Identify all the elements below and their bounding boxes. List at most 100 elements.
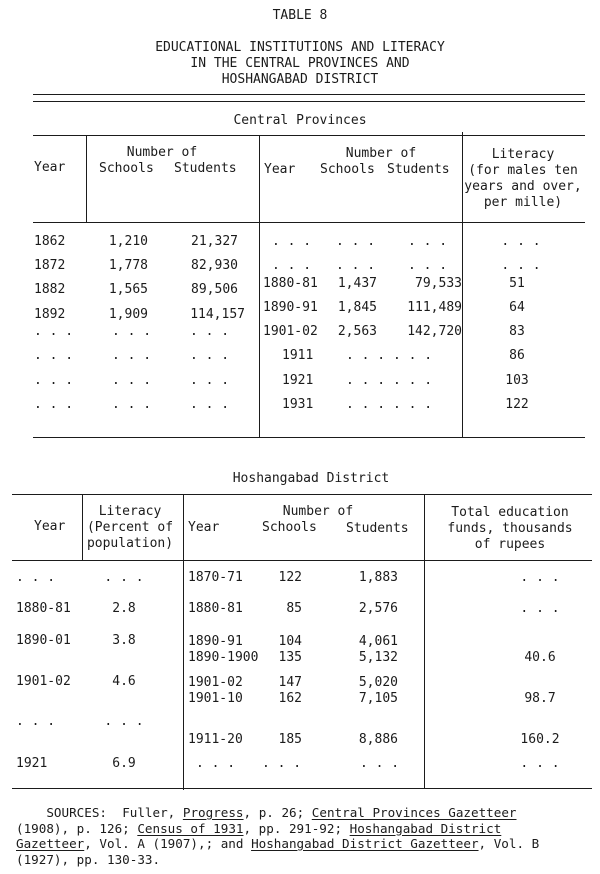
cp-col-divider-1 (86, 135, 87, 222)
cp-literacy: 83 (509, 324, 525, 339)
cp-header-literacy-1: Literacy (491, 147, 555, 162)
hd-students: 5,020 (358, 675, 398, 690)
hd-year2: 1901-02 (188, 675, 243, 690)
cp-r-dots: . . . . . . (346, 373, 433, 388)
hd-literacy: . . . (104, 714, 144, 729)
cp-literacy: 51 (509, 276, 525, 291)
cp-header-number-of-left: Number of (126, 145, 198, 160)
cp-r-schools: . . . (336, 234, 376, 249)
hd-funds: 160.2 (520, 732, 560, 747)
hd-students: 7,105 (358, 691, 398, 706)
cp-header-year-left: Year (34, 160, 66, 175)
cp-l-students: . . . (190, 397, 230, 412)
hd-funds: . . . (520, 601, 560, 616)
cp-l-students: . . . (190, 324, 230, 339)
hd-year: 1890-01 (16, 633, 71, 648)
cp-l-students: 21,327 (191, 234, 238, 249)
cp-l-students: . . . (190, 348, 230, 363)
hd-header-students: Students (346, 521, 409, 536)
table-rule-top-2 (33, 101, 585, 102)
cp-l-schools: 1,565 (108, 282, 148, 297)
hd-year: 1880-81 (16, 601, 71, 616)
cp-header-rule (33, 135, 585, 136)
cp-r-students: 79,533 (415, 276, 462, 291)
cp-header-year-right: Year (264, 162, 296, 177)
table-title-line-3: HOSHANGABAD DISTRICT (221, 72, 379, 87)
sources-label: SOURCES: (46, 805, 108, 820)
citation-cp-gazetteer: Central Provinces Gazetteer (311, 805, 517, 820)
cp-r-year: 1901-02 (263, 324, 318, 339)
hd-header-funds-3: of rupees (474, 537, 546, 552)
sources-note: SOURCES: Fuller, Progress, p. 26; Centra… (16, 805, 540, 867)
citation-census-1931: Census of 1931 (137, 820, 244, 836)
cp-l-year: 1872 (34, 258, 66, 273)
cp-header-students-left: Students (174, 161, 237, 176)
table-title-line-2: IN THE CENTRAL PROVINCES AND (190, 56, 410, 71)
cp-r-year: 1921 (282, 373, 314, 388)
hd-year: . . . (16, 570, 56, 585)
cp-header-students-right: Students (387, 162, 450, 177)
cp-r-schools: 2,563 (337, 324, 377, 339)
hd-year2: 1880-81 (188, 601, 243, 616)
cp-r-dots: . . . . . . (346, 397, 433, 412)
cp-l-year: 1882 (34, 282, 66, 297)
cp-bottom-rule (33, 437, 585, 438)
cp-r-students: 142,720 (407, 324, 462, 339)
hd-year: . . . (16, 714, 56, 729)
hd-year2: 1890-1900 (188, 650, 259, 665)
cp-literacy: 103 (505, 373, 529, 388)
hd-header-literacy-1: Literacy (98, 504, 162, 519)
cp-header-number-of-right: Number of (345, 146, 417, 161)
hd-section-title: Hoshangabad District (232, 471, 390, 486)
cp-r-year: . . . (272, 258, 312, 273)
cp-l-year: . . . (34, 397, 74, 412)
hd-header-rule (12, 494, 592, 495)
hd-literacy: 4.6 (112, 674, 136, 689)
cp-literacy: . . . (501, 258, 541, 273)
cp-r-students: . . . (408, 258, 448, 273)
hd-header-funds-2: funds, thousands (447, 521, 573, 536)
table-number: TABLE 8 (272, 8, 328, 23)
hd-schools: 85 (286, 601, 302, 616)
hd-literacy: 2.8 (112, 601, 136, 616)
hd-year2: . . . (196, 756, 236, 771)
cp-l-schools: 1,909 (108, 307, 148, 322)
hd-header-year: Year (34, 519, 66, 534)
hd-students: 8,886 (358, 732, 398, 747)
hd-students: 1,883 (358, 570, 398, 585)
hd-schools: 135 (278, 650, 302, 665)
hd-year2: 1870-71 (188, 570, 243, 585)
hd-schools: 162 (278, 691, 302, 706)
hd-funds: . . . (520, 756, 560, 771)
hd-header-number-of: Number of (282, 504, 354, 519)
cp-l-year: 1892 (34, 307, 66, 322)
cp-header-schools-right: Schools (320, 162, 375, 177)
hd-schools: 185 (278, 732, 302, 747)
hd-literacy: . . . (104, 570, 144, 585)
cp-l-year: 1862 (34, 234, 66, 249)
cp-header-literacy-4: per mille) (483, 195, 563, 210)
cp-l-year: . . . (34, 348, 74, 363)
cp-l-schools: . . . (112, 397, 152, 412)
cp-l-schools: 1,778 (108, 258, 148, 273)
cp-l-students: . . . (190, 373, 230, 388)
cp-l-schools: . . . (112, 324, 152, 339)
cp-section-title: Central Provinces (233, 113, 367, 128)
hd-col-divider-3 (424, 494, 425, 788)
hd-header-year2: Year (188, 520, 220, 535)
cp-literacy: 64 (509, 300, 525, 315)
cp-col-divider-2 (259, 135, 260, 437)
table-rule-top-1 (33, 94, 585, 95)
hd-students: . . . (360, 756, 400, 771)
citation-gazetteer: Gazetteer (16, 836, 85, 851)
cp-l-students: 114,157 (190, 307, 245, 322)
cp-r-students: . . . (408, 234, 448, 249)
hd-literacy: 6.9 (112, 756, 136, 771)
hd-year: 1901-02 (16, 674, 71, 689)
cp-body-rule (33, 222, 585, 223)
hd-header-schools: Schools (262, 520, 317, 535)
hd-year: 1921 (16, 756, 48, 771)
hd-funds: . . . (520, 570, 560, 585)
hd-col-divider-2 (183, 494, 184, 790)
cp-header-literacy-2: (for males ten (468, 163, 578, 178)
